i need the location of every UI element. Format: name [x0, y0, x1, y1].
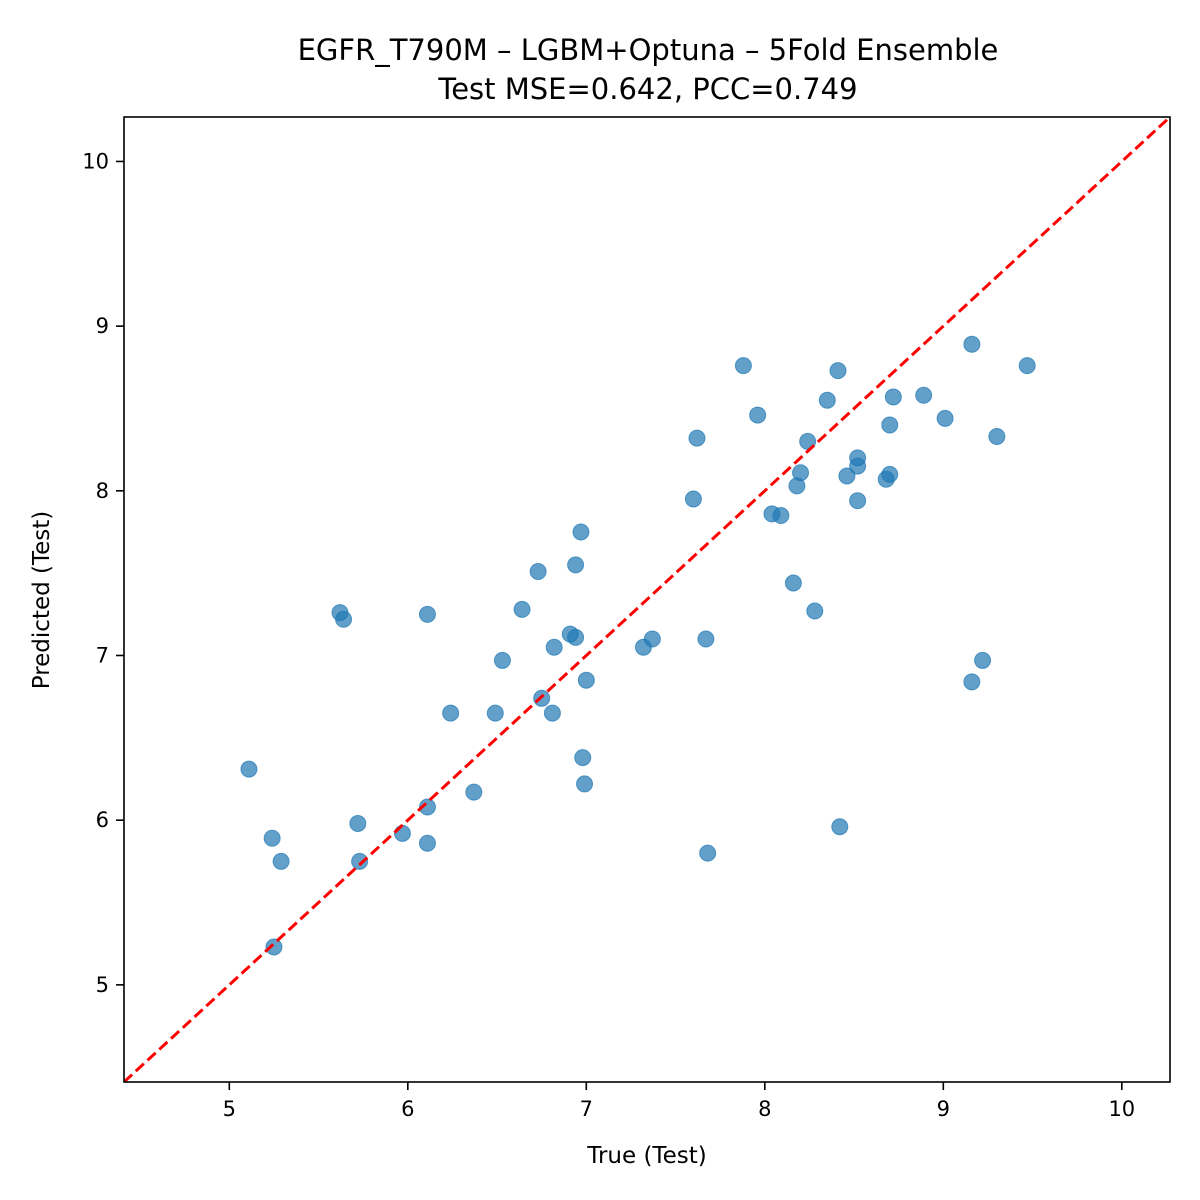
- data-point: [572, 523, 590, 541]
- data-point: [418, 605, 436, 623]
- data-point: [265, 938, 283, 956]
- data-point: [974, 651, 992, 669]
- data-point: [393, 824, 411, 842]
- x-tick-label: 6: [401, 1097, 414, 1121]
- data-point: [418, 798, 436, 816]
- data-point: [545, 638, 563, 656]
- y-tick-label: 10: [82, 149, 109, 173]
- data-point: [349, 814, 367, 832]
- data-point: [574, 749, 592, 767]
- data-point: [567, 628, 585, 646]
- data-point: [915, 386, 933, 404]
- data-point: [884, 388, 902, 406]
- x-axis: 5 6 7 8 9 10: [223, 1082, 1135, 1121]
- x-tick-label: 7: [580, 1097, 593, 1121]
- data-point: [806, 602, 824, 620]
- x-tick-label: 8: [758, 1097, 771, 1121]
- chart-subtitle: Test MSE=0.642, PCC=0.749: [437, 72, 857, 106]
- x-axis-label: True (Test): [586, 1143, 706, 1169]
- data-point: [493, 651, 511, 669]
- data-point: [577, 671, 595, 689]
- data-point: [1018, 357, 1036, 375]
- data-point: [936, 409, 954, 427]
- data-point: [963, 673, 981, 691]
- data-points: [240, 335, 1036, 956]
- x-tick-label: 9: [937, 1097, 950, 1121]
- data-point: [513, 600, 531, 618]
- data-point: [881, 416, 899, 434]
- plot-frame: [123, 116, 1171, 1083]
- data-point: [486, 704, 504, 722]
- data-point: [792, 464, 810, 482]
- data-point: [749, 406, 767, 424]
- data-point: [849, 457, 867, 475]
- data-point: [543, 704, 561, 722]
- data-point: [576, 775, 594, 793]
- chart-title: EGFR_T790M – LGBM+Optuna – 5Fold Ensembl…: [298, 33, 999, 67]
- y-axis-label: Predicted (Test): [29, 511, 55, 690]
- data-point: [697, 630, 715, 648]
- data-point: [643, 630, 661, 648]
- data-point: [263, 829, 281, 847]
- x-tick-label: 5: [223, 1097, 236, 1121]
- y-tick-label: 8: [96, 479, 109, 503]
- data-point: [240, 760, 258, 778]
- identity-reference-line: [124, 117, 1170, 1082]
- data-point: [818, 391, 836, 409]
- data-point: [684, 490, 702, 508]
- y-tick-label: 7: [96, 643, 109, 667]
- data-point: [465, 783, 483, 801]
- data-point: [734, 357, 752, 375]
- data-point: [963, 335, 981, 353]
- data-point: [688, 429, 706, 447]
- data-point: [351, 852, 369, 870]
- data-point: [567, 556, 585, 574]
- data-point: [772, 507, 790, 525]
- plot-area: [123, 116, 1171, 1083]
- data-point: [272, 852, 290, 870]
- reference-line-layer: [124, 117, 1170, 1082]
- data-point: [881, 465, 899, 483]
- data-point: [829, 362, 847, 380]
- y-tick-label: 9: [96, 314, 109, 338]
- data-point: [418, 834, 436, 852]
- data-point: [335, 610, 353, 628]
- y-tick-label: 5: [96, 973, 109, 997]
- data-point: [838, 467, 856, 485]
- data-point: [988, 427, 1006, 445]
- data-point: [849, 492, 867, 510]
- x-tick-label: 10: [1108, 1097, 1135, 1121]
- data-point: [442, 704, 460, 722]
- data-point: [831, 818, 849, 836]
- data-point: [529, 563, 547, 581]
- data-point: [699, 844, 717, 862]
- y-tick-label: 6: [96, 808, 109, 832]
- data-point: [784, 574, 802, 592]
- y-axis: 5 6 7 8 9 10: [82, 149, 124, 997]
